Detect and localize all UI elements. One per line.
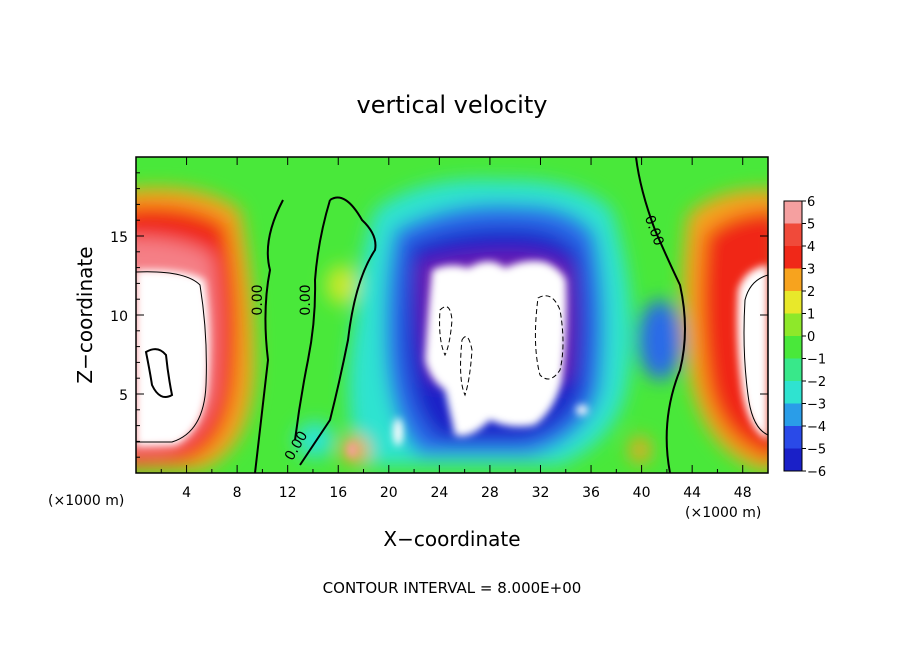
x-unit-left: (×1000 m) [48,493,124,509]
colorbar-swatch [784,313,802,337]
colorbar-tick-label: 6 [807,195,815,210]
contours [136,157,768,473]
colorbar-swatch [784,336,802,359]
y-tick-label: 5 [119,388,128,404]
contour-center-dashed-2 [534,295,564,380]
x-tick-label: 32 [532,485,550,501]
colorbar-tick-label: 5 [807,218,815,233]
x-tick-label: 24 [430,485,448,501]
y-tick-label: 15 [110,230,128,246]
colorbar-swatch [784,246,802,269]
x-tick-label: 48 [734,485,752,501]
contour-zero-2 [299,196,377,466]
y-axis-label: Z−coordinate [73,246,97,383]
contour-zero-4 [635,157,686,473]
x-axis-label: X−coordinate [383,527,520,551]
colorbar-swatch [784,448,802,472]
x-tick-label: 36 [582,485,600,501]
colorbar-tick-label: −3 [807,398,826,413]
colorbar-tick-label: −4 [807,420,826,435]
left-white-core [136,269,210,446]
x-tick-label: 28 [481,485,499,501]
yellow-blob-1 [326,265,358,305]
colorbar-tick-label: 0 [807,330,815,345]
x-tick-label: 20 [380,485,398,501]
contour-left-thin [136,271,207,443]
x-axis: 4 8 12 16 20 24 28 32 36 40 44 48 [160,157,752,501]
central-white-core [425,260,567,436]
pink-spot [347,442,357,458]
colorbar-tick-label: 2 [807,285,815,300]
cyan-blob-left [295,422,335,458]
colorbar-tick-label: −1 [807,353,826,368]
colorbar-tick-label: −2 [807,375,826,390]
colorbar-tick-label: 1 [807,308,815,323]
x-tick-label: 8 [233,485,242,501]
colorbar-tick-label: 3 [807,263,815,278]
contour-label-2: 0.00 [298,284,314,315]
x-tick-label: 12 [279,485,297,501]
x-unit-right: (×1000 m) [685,505,761,521]
contour-left-cell [144,348,174,398]
chart-title: vertical velocity [357,91,548,119]
colorbar-tick-label: −6 [807,465,826,480]
contour-label-1: 0.00 [250,284,266,315]
colorbar-swatch [784,201,802,224]
contour-center-dashed-1 [439,306,453,357]
colorbar-swatch [784,381,802,404]
colorbar: 6 5 4 3 2 1 0 −1 −2 −3 −4 −5 −6 [783,195,826,480]
blue-blob-right [638,300,682,380]
x-tick-label: 44 [683,485,701,501]
x-tick-label: 4 [182,485,191,501]
contour-interval-note: CONTOUR INTERVAL = 8.000E+00 [323,579,582,597]
x-tick-label: 40 [633,485,651,501]
contour-zero-1 [254,199,284,473]
colorbar-swatch [784,268,802,292]
white-spot-1 [393,418,403,446]
colorbar-tick-label: 4 [807,240,815,255]
contour-right-thin [743,274,768,436]
colorbar-swatch [784,426,802,449]
x-tick-label: 16 [329,485,347,501]
colorbar-swatch [784,223,802,247]
y-axis: 5 10 15 [110,172,768,458]
colorbar-swatch [784,291,802,314]
velocity-field [136,157,768,473]
yellow-blob-3 [630,436,650,464]
y-tick-label: 10 [110,309,128,325]
colorbar-tick-label: −5 [807,443,826,458]
colorbar-swatch [784,403,802,427]
contour-zero-3 [294,199,331,441]
colorbar-swatch [784,358,802,382]
white-spot-2 [576,405,588,415]
